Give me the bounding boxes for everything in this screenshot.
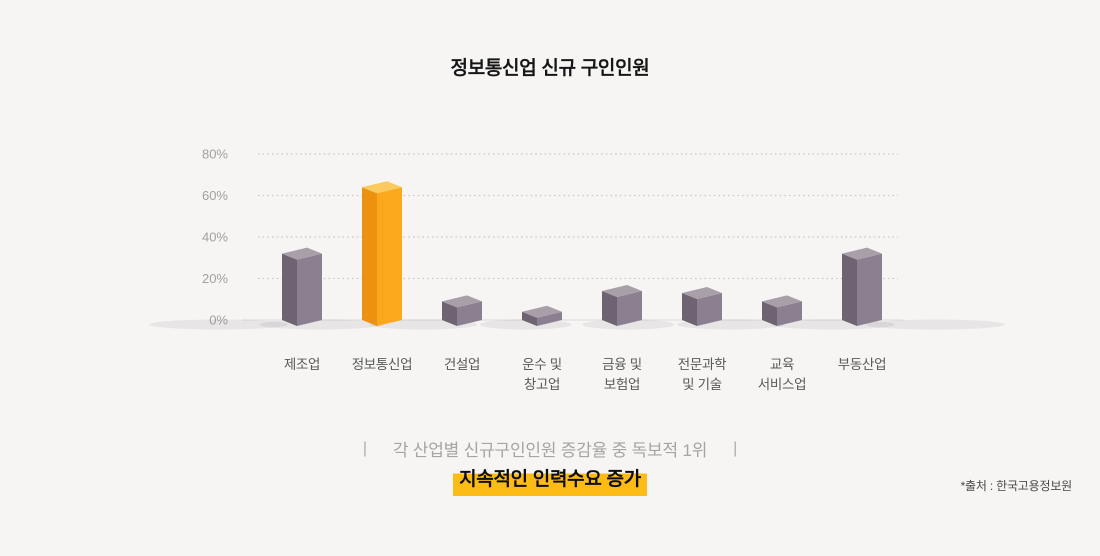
bar-top-face — [842, 247, 882, 260]
bar-side-face — [842, 253, 857, 326]
x-category-label: 건설업 — [444, 357, 480, 372]
bar-top-face — [282, 247, 322, 260]
bar-front-face — [857, 253, 882, 326]
emphasis-text: 지속적인 인력수요 증가 — [453, 463, 647, 496]
bar-shadow — [582, 319, 675, 330]
bar-front-face — [617, 290, 642, 326]
bar-front-face — [697, 293, 722, 326]
x-category-label: 정보통신업 — [352, 357, 413, 372]
emphasis-row: 지속적인 인력수요 증가 — [0, 463, 1100, 496]
y-tick-label: 40% — [202, 230, 228, 245]
bar-top-face — [602, 284, 642, 297]
bar-side-face — [442, 301, 457, 326]
bar-top-face — [762, 295, 802, 308]
y-tick-label: 80% — [202, 147, 228, 162]
bar-side-face — [282, 253, 297, 326]
x-category-label: 전문과학 — [678, 357, 726, 372]
highlighted-bar-front-face — [377, 187, 402, 326]
highlighted-bar-side-face — [362, 187, 377, 326]
bar-side-face — [522, 311, 537, 326]
caption: | 각 산업별 신규구인인원 증감율 중 독보적 1위 | — [0, 436, 1100, 461]
bar-top-face — [682, 287, 722, 300]
x-category-label: 서비스업 — [758, 377, 806, 392]
bar-front-face — [537, 311, 562, 326]
x-category-label: 제조업 — [284, 357, 320, 372]
x-category-label: 부동산업 — [838, 357, 886, 372]
bar-top-face — [442, 295, 482, 308]
caption-separator-right: | — [733, 439, 738, 457]
x-category-label: 금융 및 — [602, 357, 642, 372]
bar-side-face — [762, 301, 777, 326]
bar-front-face — [457, 301, 482, 326]
x-category-label: 보험업 — [604, 377, 640, 392]
bar-front-face — [777, 301, 802, 326]
x-category-label: 창고업 — [524, 377, 560, 392]
bar-side-face — [682, 293, 697, 326]
bar-shadow — [259, 319, 383, 330]
bar-side-face — [602, 290, 617, 326]
caption-separator-left: | — [362, 439, 367, 457]
bar-front-face — [297, 253, 322, 326]
bar-shadow — [149, 319, 289, 330]
bar-top-face — [522, 305, 562, 318]
highlighted-bar-top-face — [362, 181, 402, 194]
caption-text: 각 산업별 신규구인인원 증감율 중 독보적 1위 — [392, 441, 708, 460]
x-category-label: 운수 및 — [522, 357, 562, 372]
y-tick-label: 20% — [202, 271, 228, 286]
bar-shadow — [865, 319, 1005, 330]
x-category-label: 교육 — [770, 357, 794, 372]
y-tick-label: 0% — [209, 313, 228, 328]
y-tick-label: 60% — [202, 188, 228, 203]
chart-title: 정보통신업 신규 구인인원 — [450, 58, 650, 79]
x-category-label: 및 기술 — [682, 377, 722, 392]
source-note: *출처 : 한국고용정보원 — [960, 479, 1073, 493]
